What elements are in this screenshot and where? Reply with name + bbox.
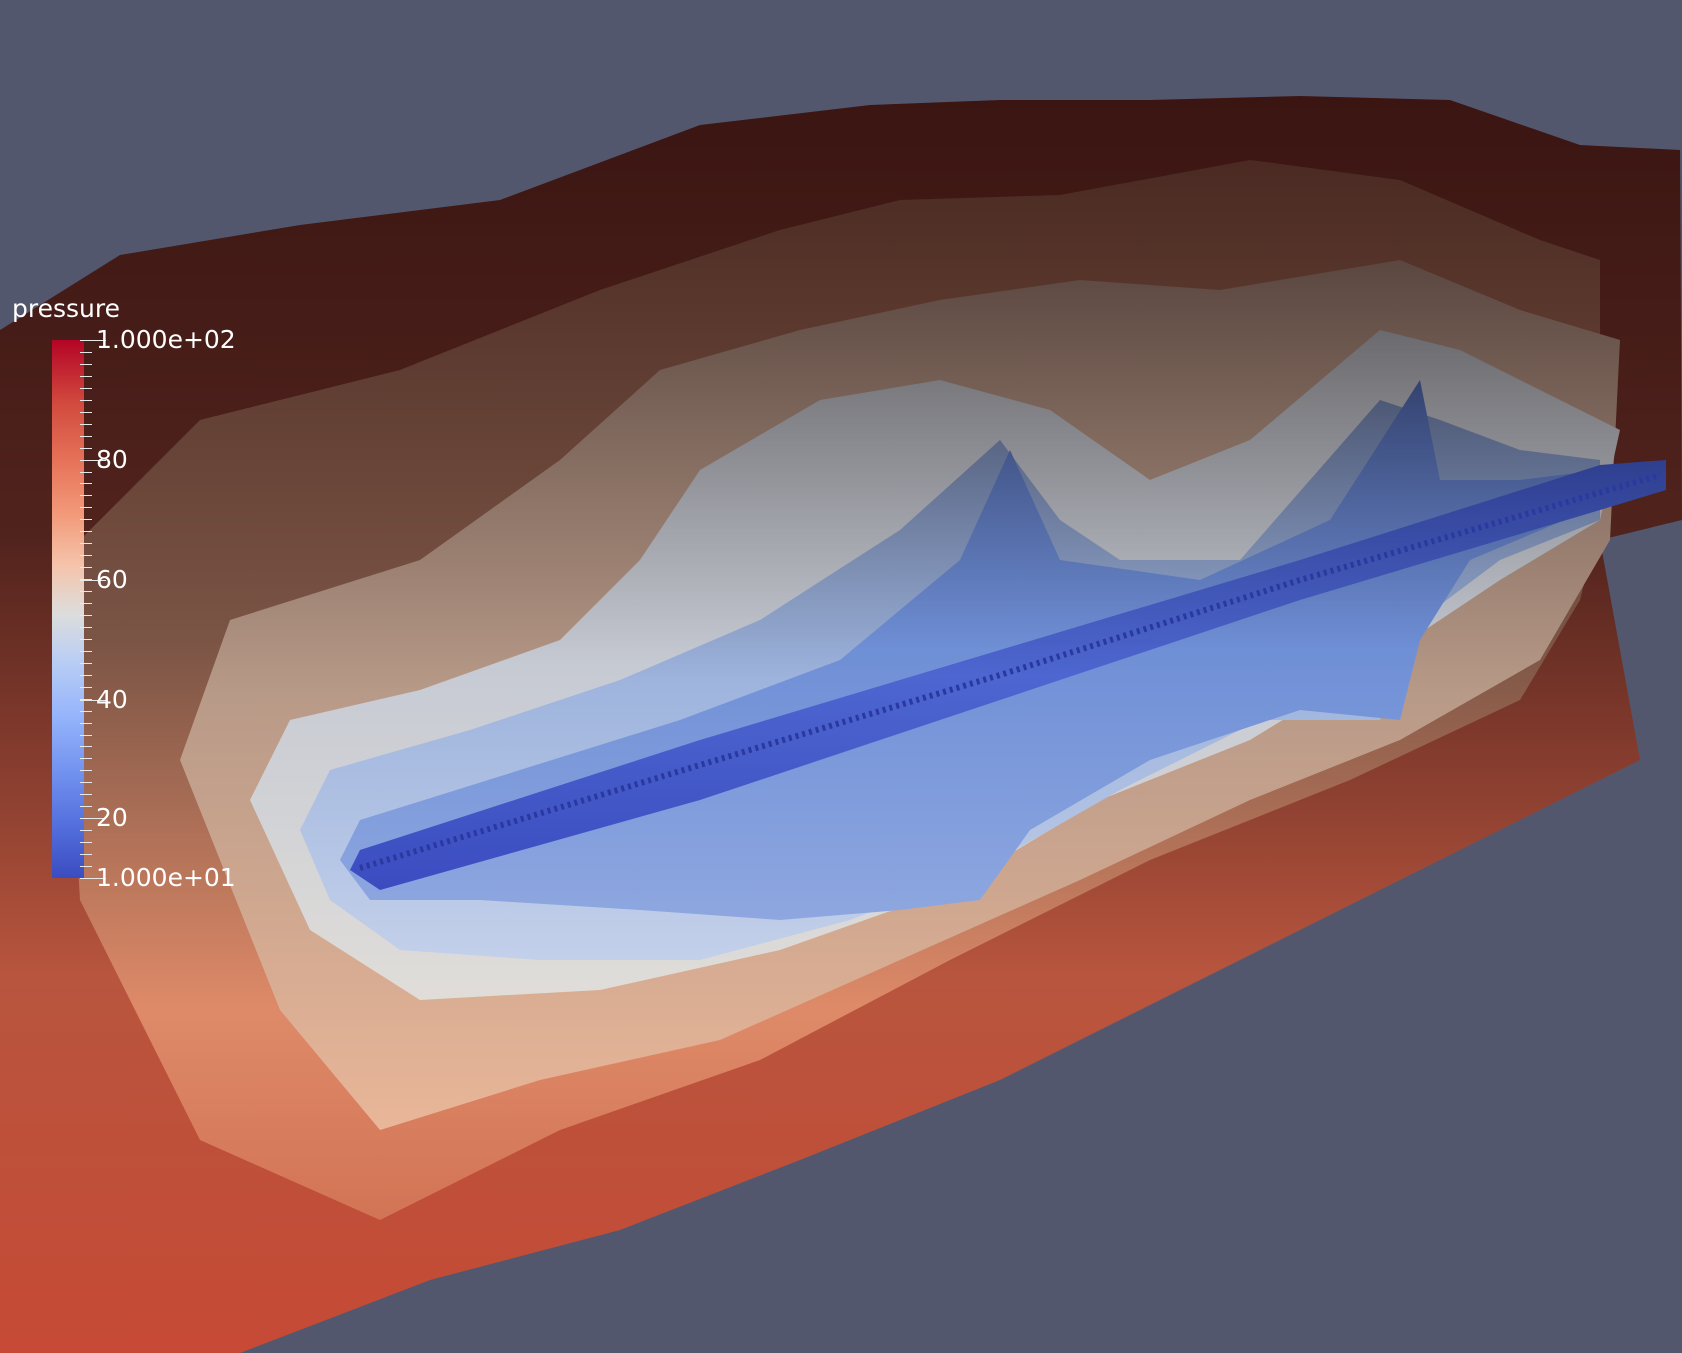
legend-minor-tick (80, 854, 92, 856)
legend-minor-tick (80, 531, 92, 533)
legend-tick-label: 80 (96, 445, 128, 474)
legend-minor-tick (80, 543, 92, 545)
legend-title: pressure (12, 294, 120, 323)
legend-tick (80, 818, 106, 819)
legend-minor-tick (80, 866, 92, 868)
legend-minor-tick (80, 770, 92, 772)
legend-tick (80, 878, 106, 879)
legend-minor-tick (80, 794, 92, 796)
legend-minor-tick (80, 483, 92, 485)
legend-minor-tick (80, 710, 92, 712)
legend-minor-tick (80, 818, 92, 820)
legend-minor-tick (80, 567, 92, 569)
legend-minor-tick (80, 806, 92, 808)
legend-minor-tick (80, 375, 92, 377)
legend-minor-tick (80, 507, 92, 509)
legend-minor-tick (80, 435, 92, 437)
legend-minor-tick (80, 650, 92, 652)
legend-minor-tick (80, 363, 92, 365)
legend-minor-tick (80, 782, 92, 784)
legend-minor-tick (80, 686, 92, 688)
legend-minor-tick (80, 746, 92, 748)
legend-minor-tick (80, 519, 92, 521)
legend-min-label: 1.000e+01 (96, 863, 236, 892)
legend-minor-tick (80, 698, 92, 700)
legend-minor-tick (80, 447, 92, 449)
scalar-bar-legend: pressure 1.000e+02 80 60 40 20 1.000e+01 (12, 294, 272, 894)
legend-tick-label: 40 (96, 685, 128, 714)
legend-tick-label: 20 (96, 803, 128, 832)
legend-minor-tick (80, 495, 92, 497)
legend-tick (80, 580, 106, 581)
legend-minor-tick (80, 555, 92, 557)
legend-minor-tick (80, 351, 92, 353)
legend-minor-tick (80, 662, 92, 664)
legend-minor-tick (80, 399, 92, 401)
legend-minor-tick (80, 423, 92, 425)
legend-minor-tick (80, 722, 92, 724)
legend-tick (80, 340, 106, 341)
legend-minor-tick (80, 603, 92, 605)
legend-minor-tick (80, 614, 92, 616)
legend-tick (80, 700, 106, 701)
legend-minor-tick (80, 878, 92, 879)
legend-minor-tick (80, 842, 92, 844)
legend-max-label: 1.000e+02 (96, 325, 236, 354)
legend-tick-label: 60 (96, 565, 128, 594)
legend-minor-tick (80, 626, 92, 628)
legend-minor-tick (80, 830, 92, 832)
legend-minor-tick (80, 340, 92, 341)
legend-minor-tick (80, 591, 92, 593)
legend-minor-tick (80, 579, 92, 581)
legend-tick (80, 460, 106, 461)
legend-minor-tick (80, 471, 92, 473)
colorbar (52, 340, 84, 878)
core-tube-texture (359, 472, 1661, 871)
legend-minor-tick (80, 758, 92, 760)
legend-minor-tick (80, 387, 92, 389)
legend-minor-tick (80, 638, 92, 640)
legend-minor-tick (80, 411, 92, 413)
legend-minor-tick (80, 734, 92, 736)
legend-minor-tick (80, 459, 92, 461)
legend-minor-tick (80, 674, 92, 676)
